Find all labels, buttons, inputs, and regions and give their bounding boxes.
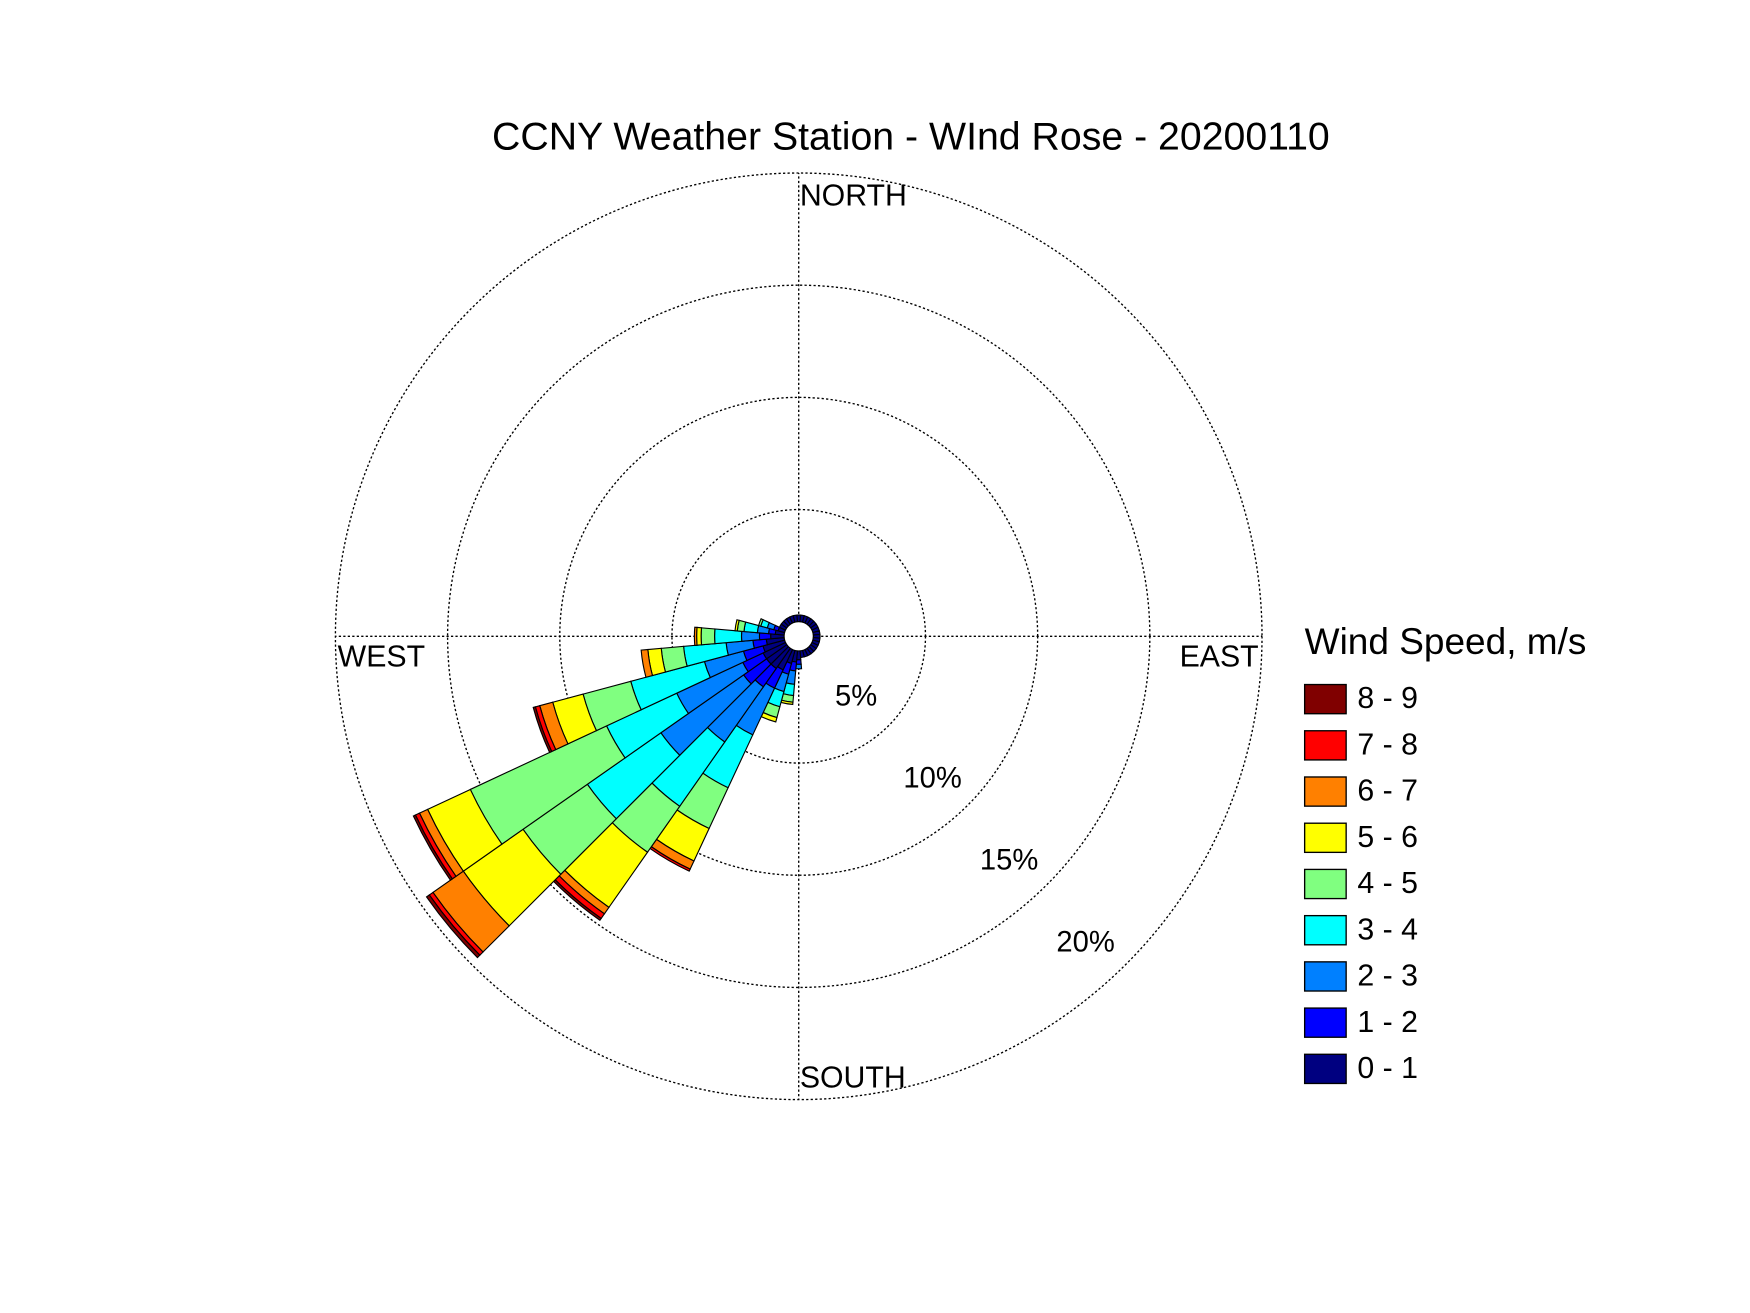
legend-swatch [1303,822,1347,854]
legend-title: Wind Speed, m/s [1305,620,1587,662]
compass-label: SOUTH [800,1061,906,1094]
wind-segment [412,814,454,881]
legend-swatch [1303,914,1347,946]
wind-segment [693,626,698,647]
r-tick-label: 20% [1056,927,1114,959]
legend-label: 6 - 7 [1357,775,1418,808]
wind-segment [757,618,764,627]
compass-label: EAST [1180,641,1259,674]
legend-swatch [1303,868,1347,900]
compass-label: WEST [338,641,425,674]
chart-title: CCNY Weather Station - WInd Rose - 20200… [492,115,1330,159]
legend-label: 7 - 8 [1357,728,1418,761]
compass-label: NORTH [800,180,907,213]
legend-swatch [1303,730,1347,761]
center-hole [783,621,814,652]
legend-swatch [1303,1053,1347,1085]
wind-segment [700,627,716,646]
legend-swatch [1303,683,1347,715]
legend-label: 0 - 1 [1357,1052,1418,1085]
legend-label: 8 - 9 [1357,682,1418,715]
legend-label: 2 - 3 [1357,960,1418,993]
legend-swatch [1303,1007,1347,1038]
wind-segment [532,706,553,754]
wind-segment [425,894,481,959]
legend-label: 3 - 4 [1357,913,1418,946]
legend-label: 4 - 5 [1357,867,1418,900]
legend-swatch [1303,776,1347,807]
r-tick-label: 5% [835,681,877,713]
wind-segment [640,648,654,678]
legend-swatch [1303,961,1347,992]
r-tick-label: 10% [903,763,961,795]
wind-segment [734,619,740,632]
legend-label: 1 - 2 [1357,1006,1418,1039]
legend-label: 5 - 6 [1357,821,1418,854]
r-tick-label: 15% [980,845,1038,877]
